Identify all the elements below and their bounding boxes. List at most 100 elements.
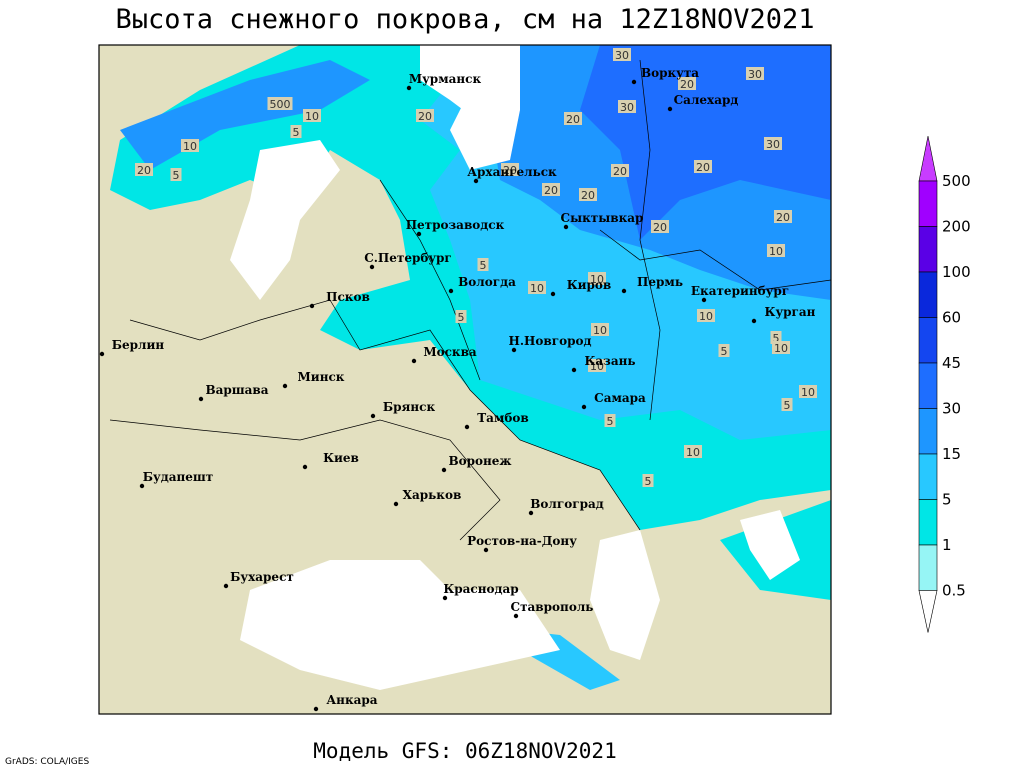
contour-label-box bbox=[416, 109, 434, 122]
city-dot bbox=[198, 396, 204, 402]
city-dot bbox=[223, 583, 229, 589]
city-dot bbox=[701, 297, 707, 303]
contour-label: 20 bbox=[418, 110, 432, 123]
contour-label-box bbox=[781, 398, 793, 411]
contour-label-box bbox=[303, 109, 321, 122]
map bbox=[99, 45, 831, 714]
contour-label-box bbox=[746, 67, 764, 80]
contour-label-box bbox=[588, 359, 606, 372]
city-label: Киров bbox=[567, 278, 612, 292]
city-label: Воронеж bbox=[448, 454, 511, 468]
city-dot bbox=[441, 467, 447, 473]
city-label: Мурманск bbox=[409, 72, 482, 86]
city-label: Казань bbox=[584, 354, 635, 368]
contour-label-box bbox=[651, 220, 669, 233]
contour-label: 20 bbox=[776, 211, 790, 224]
contour-label-box bbox=[618, 100, 636, 113]
contour-label: 5 bbox=[721, 345, 728, 358]
city-label: Москва bbox=[423, 345, 477, 359]
city-dot bbox=[667, 106, 673, 112]
city-label: Варшава bbox=[205, 383, 268, 397]
city-dot bbox=[448, 288, 454, 294]
city-label: Н.Новгород bbox=[509, 334, 592, 348]
contour-label-box bbox=[774, 210, 792, 223]
legend-swatch bbox=[918, 362, 938, 409]
legend-swatch bbox=[918, 180, 938, 227]
city-label: Петрозаводск bbox=[406, 218, 505, 232]
contour-label-box bbox=[290, 125, 302, 138]
model-caption: Модель GFS: 06Z18NOV2021 bbox=[313, 739, 616, 763]
city-dot bbox=[483, 547, 489, 553]
legend-label: 5 bbox=[942, 491, 952, 509]
legend-swatch bbox=[918, 499, 938, 546]
city-dot bbox=[571, 367, 577, 373]
contour-label: 20 bbox=[696, 161, 710, 174]
contour-label: 10 bbox=[530, 282, 544, 295]
contour-label-box bbox=[772, 341, 790, 354]
contour-label-box bbox=[477, 258, 489, 271]
city-label: Анкара bbox=[326, 693, 377, 707]
city-dot bbox=[309, 303, 315, 309]
contour-label-box bbox=[542, 183, 560, 196]
contour-label: 20 bbox=[653, 221, 667, 234]
city-dot bbox=[313, 706, 319, 712]
city-dot bbox=[370, 413, 376, 419]
contour-label: 10 bbox=[183, 140, 197, 153]
city-label: Ростов-на-Дону bbox=[467, 534, 577, 548]
contour-label-box bbox=[170, 168, 182, 181]
city-dot bbox=[416, 231, 422, 237]
contour-label: 20 bbox=[613, 165, 627, 178]
city-dot bbox=[631, 79, 637, 85]
contour-label-box bbox=[591, 323, 609, 336]
city-label: Салехард bbox=[674, 93, 739, 107]
city-label: Вологда bbox=[458, 275, 516, 289]
city-label: Будапешт bbox=[143, 470, 213, 484]
credit: GrADS: COLA/IGES bbox=[5, 757, 89, 767]
city-label: Курган bbox=[765, 305, 816, 319]
city-label: Минск bbox=[298, 370, 345, 384]
city-label: Берлин bbox=[112, 338, 165, 352]
map-title: Высота снежного покрова, см на 12Z18NOV2… bbox=[116, 4, 815, 35]
city-dot bbox=[550, 291, 556, 297]
city-dot bbox=[581, 404, 587, 410]
contour-label: 10 bbox=[305, 110, 319, 123]
contour-label: 10 bbox=[699, 310, 713, 323]
contour-label-box bbox=[564, 112, 582, 125]
map-frame bbox=[98, 44, 832, 715]
contour-label: 10 bbox=[590, 273, 604, 286]
contour-label-box bbox=[678, 77, 696, 90]
city-label: Бухарест bbox=[230, 570, 294, 584]
contour-label: 20 bbox=[503, 164, 517, 177]
contour-label: 20 bbox=[544, 184, 558, 197]
city-label: Харьков bbox=[403, 488, 462, 502]
contour-label: 10 bbox=[801, 386, 815, 399]
contour-label-box bbox=[579, 188, 597, 201]
contour-label: 30 bbox=[615, 49, 629, 62]
city-dot bbox=[563, 224, 569, 230]
legend-top-cap bbox=[918, 135, 938, 182]
contour-label-box bbox=[694, 160, 712, 173]
legend-label: 500 bbox=[942, 172, 971, 190]
city-label: Псков bbox=[326, 290, 370, 304]
contour-label-box bbox=[684, 445, 702, 458]
city-label: Воркута bbox=[641, 66, 699, 80]
legend-swatch bbox=[918, 271, 938, 318]
contour-label: 20 bbox=[680, 78, 694, 91]
contour-label: 10 bbox=[769, 245, 783, 258]
contour-label-box bbox=[528, 281, 546, 294]
contour-label-box bbox=[697, 309, 715, 322]
contour-label-box bbox=[764, 137, 782, 150]
contour-label: 5 bbox=[480, 259, 487, 272]
contour-label: 30 bbox=[620, 101, 634, 114]
contour-label: 5 bbox=[773, 332, 780, 345]
contour-label: 30 bbox=[766, 138, 780, 151]
legend-label: 0.5 bbox=[942, 582, 966, 600]
city-dot bbox=[751, 318, 757, 324]
city-label: Киев bbox=[323, 451, 359, 465]
contour-label: 5 bbox=[458, 311, 465, 324]
city-dot bbox=[406, 85, 412, 91]
contour-label: 20 bbox=[566, 113, 580, 126]
contour-label: 500 bbox=[270, 98, 291, 111]
city-dot bbox=[528, 510, 534, 516]
